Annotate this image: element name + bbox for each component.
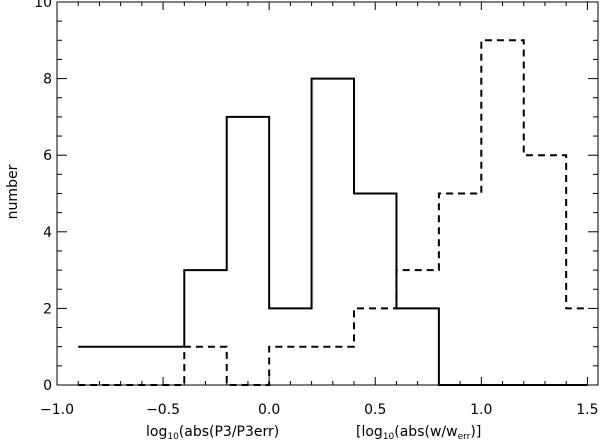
- x-title-left-pre: log: [146, 424, 167, 440]
- x-title-right-sub2: err: [458, 432, 471, 441]
- x-tick-label: 1.0: [470, 402, 492, 418]
- y-axis-title: number: [5, 164, 21, 219]
- y-tick-label: 8: [43, 72, 52, 88]
- series-layer: [78, 39, 588, 386]
- ticks-layer: −1.0 −0.5 0.0 0.5 1.0 1.5 0 2 4 6 8 10: [34, 0, 598, 418]
- x-axis-title-right: [log10(abs(w/werr)]: [356, 424, 481, 441]
- y-tick-label: 10: [34, 0, 52, 11]
- x-title-right-sub: 10: [383, 432, 395, 441]
- x-title-right-post: )]: [470, 424, 481, 440]
- x-tick-label: 0.0: [258, 402, 280, 418]
- x-tick-label: −1.0: [40, 402, 74, 418]
- x-title-right-pre: [log: [356, 424, 383, 440]
- x-title-left-post: (abs(P3/P3err): [179, 424, 279, 440]
- solid-histogram-line: [78, 77, 588, 386]
- x-tick-label: 0.5: [364, 402, 386, 418]
- x-title-right-mid: (abs(w/w: [394, 424, 457, 440]
- y-tick-label: 4: [43, 225, 52, 241]
- x-tick-label: 1.5: [576, 402, 598, 418]
- y-tick-label: 2: [43, 301, 52, 317]
- y-tick-label: 6: [43, 148, 52, 164]
- plot-frame: [56, 1, 599, 386]
- x-axis-title-left: log10(abs(P3/P3err): [146, 424, 279, 441]
- x-tick-label: −0.5: [146, 402, 180, 418]
- dashed-histogram-line: [78, 39, 588, 386]
- y-tick-label: 0: [43, 378, 52, 394]
- x-title-left-sub: 10: [167, 432, 179, 441]
